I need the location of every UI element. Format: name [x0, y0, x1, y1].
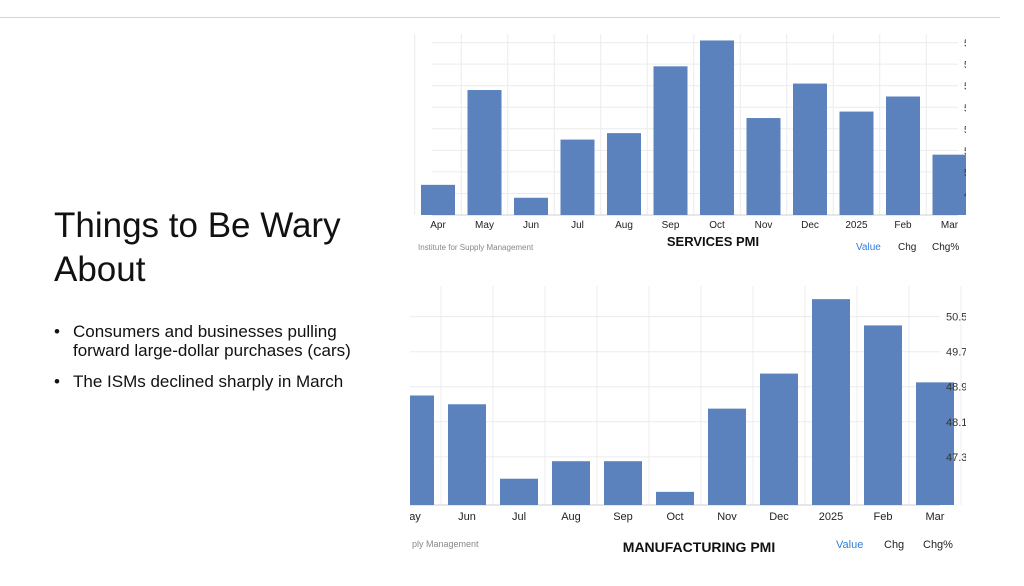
- value-tab[interactable]: Value: [856, 242, 881, 253]
- x-tick-label: Jul: [571, 220, 584, 231]
- y-tick-label: 49.7: [946, 347, 966, 359]
- x-tick-label: Jun: [458, 511, 476, 523]
- y-tick-label: 56: [964, 39, 966, 50]
- bar-2025: [812, 299, 850, 505]
- x-tick-label: Feb: [894, 220, 912, 231]
- y-tick-label: 55: [964, 60, 966, 71]
- bar-aug: [552, 461, 590, 505]
- bullet-dot: •: [54, 322, 60, 341]
- bar-nov: [746, 118, 781, 215]
- x-tick-label: Apr: [430, 220, 446, 231]
- bar-feb: [864, 325, 902, 505]
- bar-oct: [656, 491, 694, 505]
- x-tick-label: Nov: [755, 220, 773, 231]
- bar-may: [467, 90, 502, 215]
- bar-aug: [607, 133, 641, 215]
- x-tick-label: ay: [410, 511, 421, 523]
- bullet-item: • The ISMs declined sharply in March: [54, 372, 374, 391]
- y-tick-label: 49: [964, 189, 966, 200]
- bar-sep: [604, 461, 642, 505]
- chg-tab[interactable]: Chg: [884, 539, 904, 551]
- slide-title: Things to Be Wary About: [54, 206, 341, 289]
- chart-source: ply Management: [412, 539, 479, 549]
- x-tick-label: Oct: [709, 220, 725, 231]
- manufacturing-pmi-chart: ay Jun Jul Aug Sep Oct Nov Dec 2025 Feb Mar 47.3 48…: [410, 286, 966, 555]
- bar-jul: [500, 478, 538, 505]
- x-tick-label: Dec: [801, 220, 819, 231]
- bar-nov: [708, 408, 746, 505]
- bar-ay: [410, 395, 434, 505]
- bar-dec: [793, 83, 827, 215]
- chg-percent-tab[interactable]: Chg%: [923, 539, 953, 551]
- y-tick-label: 54: [964, 82, 966, 93]
- x-tick-label: Mar: [926, 511, 945, 523]
- top-divider: [0, 17, 1000, 18]
- services-pmi-chart: Apr May Jun Jul Aug Sep Oct Nov Dec 2025 Feb Mar 49…: [414, 34, 966, 253]
- y-tick-label: 48.9: [946, 382, 966, 394]
- x-tick-label: Feb: [874, 511, 893, 523]
- bullet-list: • Consumers and businesses pulling forwar…: [54, 322, 374, 403]
- bar-jun: [514, 197, 548, 215]
- x-tick-label: Dec: [769, 511, 789, 523]
- bullet-text: The ISMs declined sharply in March: [73, 372, 344, 391]
- x-tick-label: Nov: [717, 511, 737, 523]
- chart-title: SERVICES PMI: [667, 234, 759, 249]
- chart-source: Institute for Supply Management: [418, 243, 534, 252]
- bullet-text: Consumers and businesses pulling forward…: [73, 322, 351, 360]
- y-tick-label: 51: [964, 146, 966, 157]
- x-tick-label: Sep: [662, 220, 680, 231]
- bar-feb: [886, 96, 920, 215]
- x-tick-label: Aug: [615, 220, 633, 231]
- chart-title: MANUFACTURING PMI: [623, 539, 775, 555]
- x-tick-label: Aug: [561, 511, 581, 523]
- bar-apr: [421, 184, 455, 215]
- bar-oct: [700, 40, 734, 215]
- value-tab[interactable]: Value: [836, 539, 863, 551]
- bar-mar: [932, 154, 966, 215]
- bar-sep: [653, 66, 688, 215]
- x-tick-label: Oct: [666, 511, 683, 523]
- x-tick-label: 2025: [819, 511, 843, 523]
- chg-tab[interactable]: Chg: [898, 242, 916, 253]
- bar-dec: [760, 373, 798, 505]
- x-tick-label: Jul: [512, 511, 526, 523]
- y-tick-label: 50: [964, 168, 966, 179]
- bar-mar: [916, 382, 954, 505]
- x-tick-label: 2025: [845, 220, 868, 231]
- bullet-item: • Consumers and businesses pulling forwar…: [54, 322, 374, 360]
- x-tick-label: Mar: [941, 220, 959, 231]
- bar-2025: [839, 111, 874, 215]
- y-tick-label: 53: [964, 103, 966, 114]
- y-tick-label: 52: [964, 125, 966, 136]
- bar-jul: [560, 139, 595, 215]
- y-tick-label: 50.5: [946, 312, 966, 324]
- y-tick-label: 48.1: [946, 417, 966, 429]
- bar-jun: [448, 404, 486, 505]
- bullet-dot: •: [54, 372, 60, 391]
- chg-percent-tab[interactable]: Chg%: [932, 242, 959, 253]
- x-tick-label: Sep: [613, 511, 633, 523]
- x-tick-label: Jun: [523, 220, 539, 231]
- y-tick-label: 47.3: [946, 452, 966, 464]
- x-tick-label: May: [475, 220, 494, 231]
